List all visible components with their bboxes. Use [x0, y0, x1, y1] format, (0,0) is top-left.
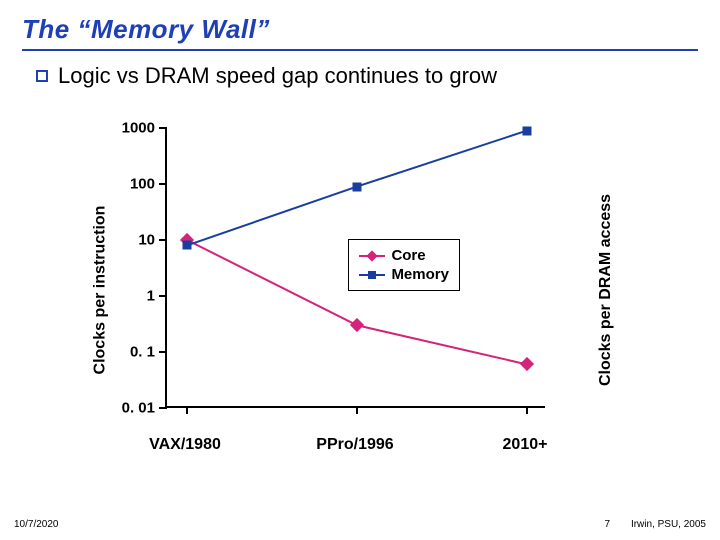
x-category-label: 2010+ [503, 436, 548, 454]
bullet-marker-icon [36, 70, 48, 82]
legend-item-memory: Memory [359, 265, 449, 284]
legend-item-core: Core [359, 246, 449, 265]
y-tick-label: 100 [130, 176, 155, 193]
x-category-label: PPro/1996 [316, 436, 393, 454]
legend-swatch-icon [359, 255, 385, 257]
marker-memory [183, 241, 192, 250]
y-tick-label: 0. 01 [122, 400, 155, 417]
y-tick [159, 183, 167, 185]
y-tick [159, 295, 167, 297]
x-tick [526, 406, 528, 414]
marker-memory [523, 126, 532, 135]
footer-date: 10/7/2020 [14, 519, 59, 530]
legend-label: Core [391, 247, 425, 264]
legend: Core Memory [348, 239, 460, 291]
bullet-item: Logic vs DRAM speed gap continues to gro… [0, 51, 720, 89]
plot-area: 10001001010. 10. 01CoreMemory [165, 128, 545, 408]
y-axis-left-label: Clocks per instruction [91, 206, 109, 375]
legend-swatch-icon [359, 274, 385, 276]
x-category-label: VAX/1980 [149, 436, 221, 454]
legend-label: Memory [391, 266, 449, 283]
x-tick [356, 406, 358, 414]
marker-memory [353, 182, 362, 191]
x-tick [186, 406, 188, 414]
slide-title: The “Memory Wall” [22, 14, 698, 45]
y-tick-label: 0. 1 [130, 344, 155, 361]
bullet-text: Logic vs DRAM speed gap continues to gro… [58, 63, 497, 89]
memory-wall-chart: Clocks per instruction Clocks per DRAM a… [70, 120, 630, 460]
y-tick [159, 239, 167, 241]
y-tick-label: 10 [138, 232, 155, 249]
y-tick [159, 407, 167, 409]
footer-page-number: 7 [604, 519, 610, 530]
y-tick-label: 1000 [122, 120, 155, 137]
y-tick [159, 127, 167, 129]
footer-credit: Irwin, PSU, 2005 [631, 519, 706, 530]
y-tick-label: 1 [147, 288, 155, 305]
y-axis-right-label: Clocks per DRAM access [597, 194, 615, 386]
y-tick [159, 351, 167, 353]
